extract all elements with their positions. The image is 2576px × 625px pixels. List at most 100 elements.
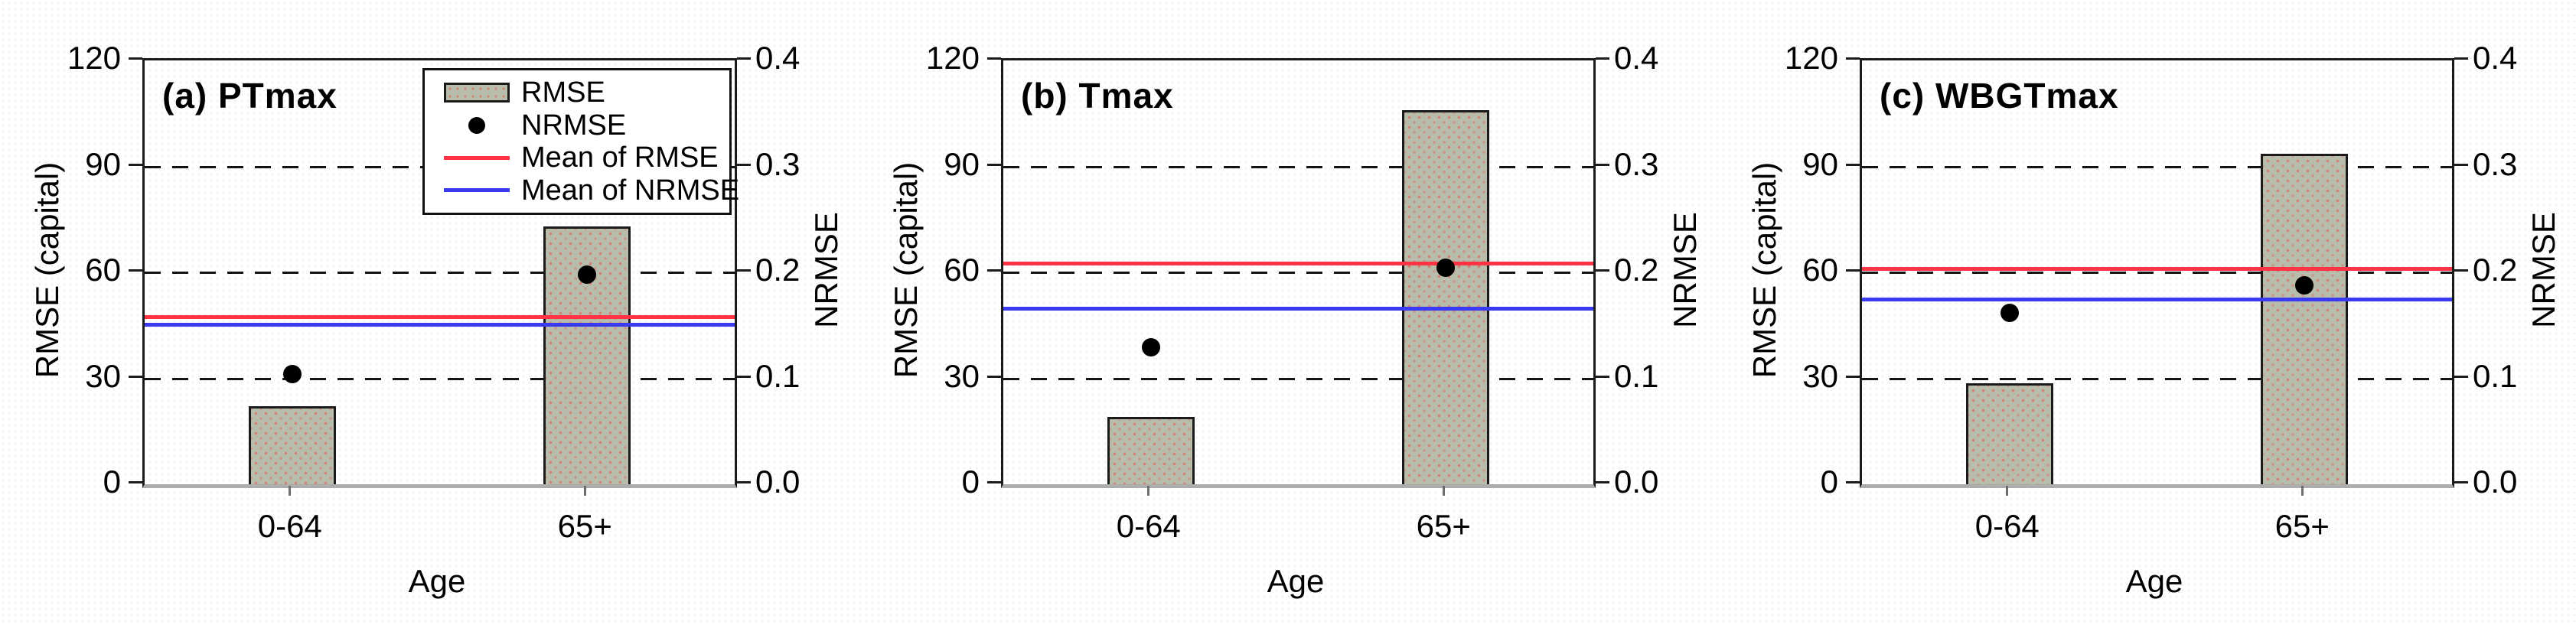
left-tick-label-0: 0 [103,464,121,500]
plot-area [1860,58,2454,488]
right-tick-label-0.4: 0.4 [755,40,801,76]
x-axis-tick-65+ [1442,486,1445,496]
mean-of-rmse-line [1003,262,1593,266]
right-axis-tick-0.1 [737,375,751,378]
right-axis-tick-0.3 [1596,163,1609,166]
right-tick-label-0.2: 0.2 [755,252,801,288]
right-axis-tick-0.0 [1596,481,1609,483]
legend-item-mean-rmse: Mean of RMSE [432,142,725,173]
right-axis-tick-0.1 [1596,375,1609,378]
left-axis-tick-30 [987,375,1001,378]
left-tick-label-60: 60 [1802,252,1838,288]
left-tick-label-30: 30 [1802,357,1838,394]
legend-label: NRMSE [521,109,627,142]
left-tick-label-60: 60 [85,252,121,288]
right-tick-label-0.2: 0.2 [2473,252,2518,288]
right-axis-tick-0.2 [1596,269,1609,272]
gridline-60 [1003,272,1593,274]
mean-of-rmse-line [145,314,735,319]
right-axis-tick-0.2 [737,269,751,272]
left-axis-tick-60 [1846,269,1860,272]
category-label-0-64: 0-64 [1116,508,1181,544]
left-axis-tick-60 [987,269,1001,272]
right-axis-tick-0.0 [737,481,751,483]
right-axis-tick-0.0 [2454,481,2468,483]
left-tick-label-0: 0 [961,464,980,500]
x-axis-tick-0-64 [289,486,292,496]
left-axis-tick-90 [1846,163,1860,166]
left-axis-tick-0 [987,481,1001,483]
plot-area: RMSE NRMSE Mean of RMSE Mean of NRMSE [142,58,739,488]
nrmse-dot-65+ [1436,259,1456,278]
category-label-65+: 65+ [557,508,612,544]
mean-of-nrmse-line [145,322,735,327]
right-axis-tick-0.4 [2454,57,2468,60]
gridline-60 [1862,272,2452,274]
right-tick-label-0.3: 0.3 [2473,145,2518,182]
gridline-60 [145,272,735,274]
mean-of-nrmse-line [1003,307,1593,311]
left-tick-label-90: 90 [1802,145,1838,182]
right-tick-label-0.1: 0.1 [2473,357,2518,394]
left-axis-tick-30 [1846,375,1860,378]
x-axis-tick-65+ [583,486,586,496]
left-tick-label-120: 120 [67,40,121,76]
category-label-0-64: 0-64 [1974,508,2040,544]
right-tick-label-0.0: 0.0 [1614,464,1659,500]
plot-area [1001,58,1596,488]
nrmse-dot-65+ [578,265,597,284]
rmse-bar-swatch-icon [432,83,521,103]
left-tick-label-30: 30 [85,357,121,394]
legend-label: RMSE [521,76,605,109]
x-axis-tick-0-64 [2006,486,2009,496]
red-line-swatch-icon [432,155,521,160]
left-tick-label-120: 120 [1784,40,1838,76]
right-axis-tick-0.3 [737,163,751,166]
right-tick-label-0.3: 0.3 [1614,145,1659,182]
nrmse-dot-0-64 [1141,338,1160,357]
panel-title: (a) PTmax [162,76,337,116]
left-axis-title: RMSE (capital) [888,161,924,379]
left-tick-label-120: 120 [925,40,980,76]
chart-panel-ptmax: RMSE (capital) RMSE NRMSE Mean of RMSE M… [0,0,859,625]
gridline-30 [1003,377,1593,380]
left-axis-tick-60 [129,269,142,272]
category-label-65+: 65+ [2274,508,2330,544]
right-tick-label-0.2: 0.2 [1614,252,1659,288]
legend-item-nrmse: NRMSE [432,110,725,141]
left-tick-label-30: 30 [944,357,980,394]
left-axis-title: RMSE (capital) [29,161,65,379]
right-axis-tick-0.4 [737,57,751,60]
gridline-30 [145,377,735,380]
nrmse-dot-0-64 [282,364,302,383]
category-label-65+: 65+ [1416,508,1471,544]
right-tick-label-0.0: 0.0 [2473,464,2518,500]
left-tick-label-60: 60 [944,252,980,288]
left-axis-tick-90 [987,163,1001,166]
panel-title: (b) Tmax [1021,76,1174,116]
right-axis-title: NRMSE [2525,212,2561,328]
mean-of-nrmse-line [1862,297,2452,301]
right-tick-label-0.1: 0.1 [755,357,801,394]
nrmse-dot-65+ [2295,275,2314,295]
right-tick-label-0.1: 0.1 [1614,357,1659,394]
rmse-bar-0-64 [1107,417,1195,484]
right-tick-label-0.0: 0.0 [755,464,801,500]
category-label-0-64: 0-64 [257,508,322,544]
chart-panel-wbgtmax: RMSE (capital) (c) WBGTmax NRMSE Age 0 0.… [1717,0,2576,625]
left-tick-label-90: 90 [85,145,121,182]
nrmse-dot-swatch-icon [432,116,521,134]
right-tick-label-0.4: 0.4 [2473,40,2518,76]
panel-title: (c) WBGTmax [1880,76,2119,116]
right-axis-tick-0.3 [2454,163,2468,166]
nrmse-dot-0-64 [2000,303,2019,322]
left-axis-tick-120 [129,57,142,60]
x-axis-title: Age [1267,563,1325,599]
right-axis-tick-0.2 [2454,269,2468,272]
rmse-bar-0-64 [248,406,336,484]
legend-item-mean-nrmse: Mean of NRMSE [432,175,739,206]
left-axis-title: RMSE (capital) [1746,161,1782,379]
right-axis-tick-0.4 [1596,57,1609,60]
right-tick-label-0.3: 0.3 [755,145,801,182]
